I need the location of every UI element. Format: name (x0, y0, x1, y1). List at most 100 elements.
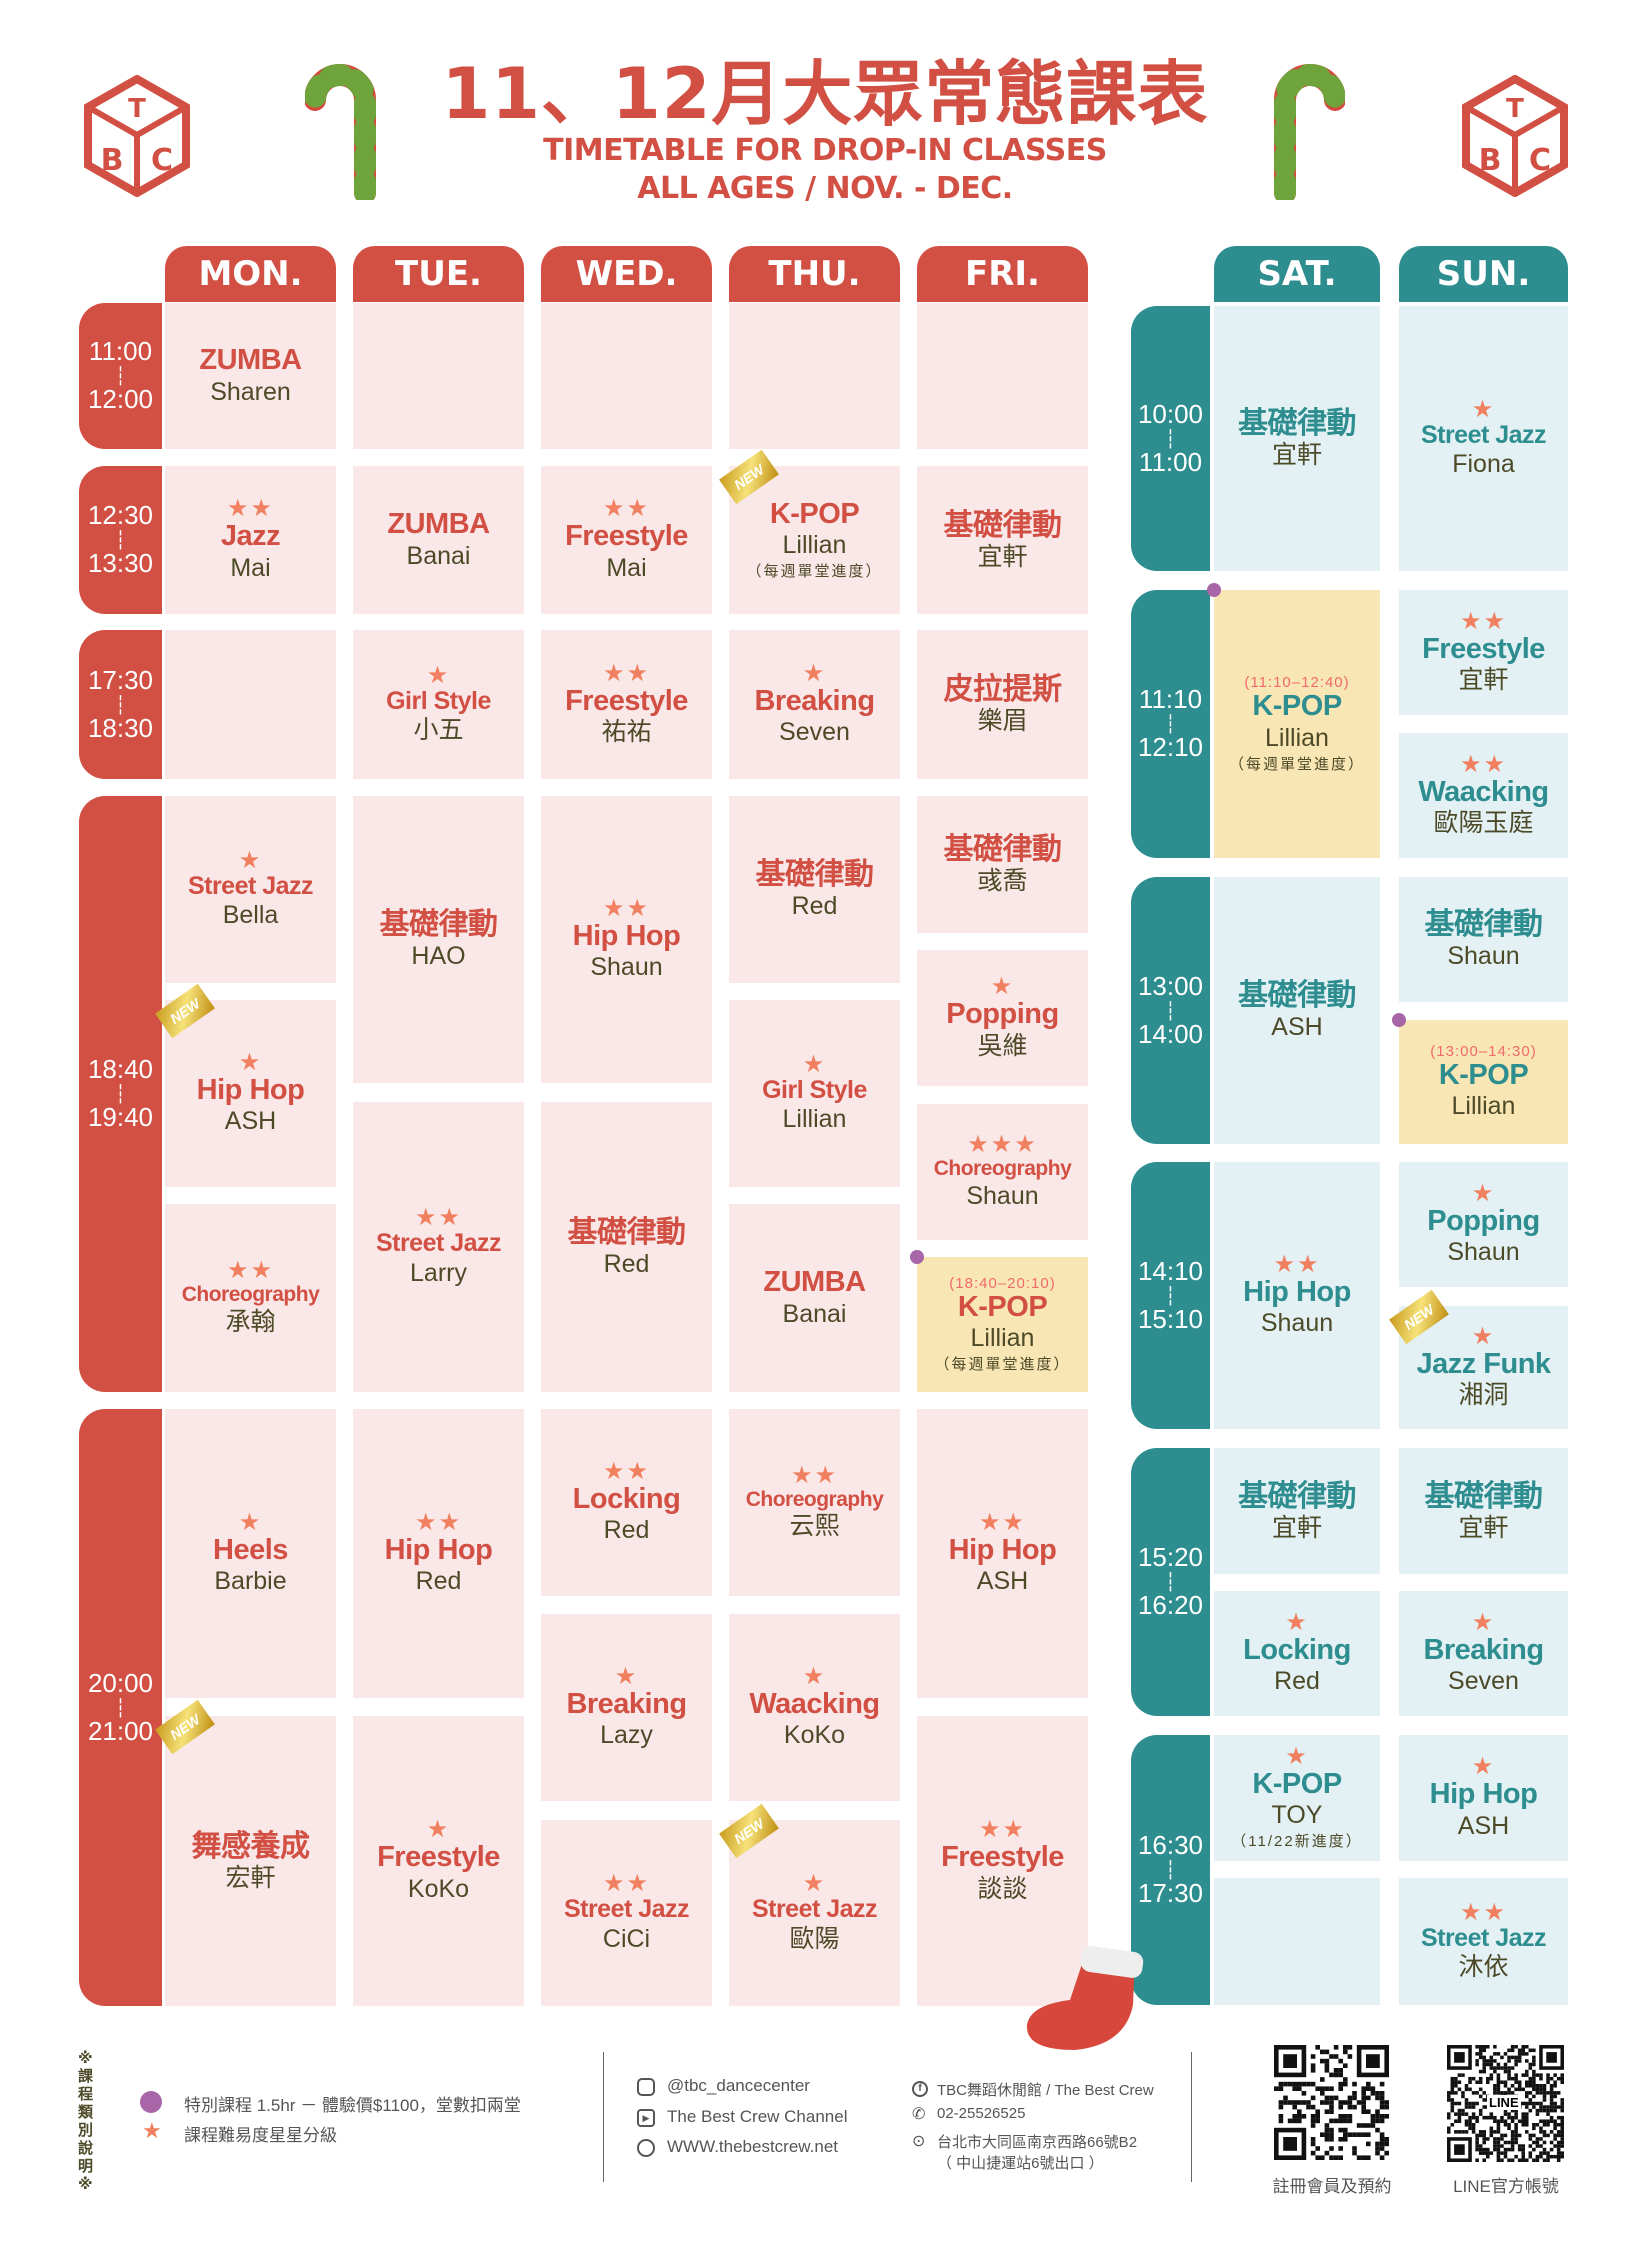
class-cell[interactable]: ★★ Hip Hop Shaun (1214, 1162, 1380, 1429)
class-teacher: Mai (606, 553, 647, 582)
class-teacher: ASH (976, 1567, 1029, 1596)
class-cell[interactable]: ★★ Freestyle 祐祐 (541, 630, 712, 779)
class-cell[interactable]: 基礎律動 宜軒 (917, 466, 1088, 614)
special-course-dot-icon (1392, 1013, 1406, 1027)
time-start: 10:00 (1137, 398, 1204, 429)
class-cell[interactable]: 基礎律動 Red (541, 1102, 712, 1392)
class-title: Locking (1243, 1633, 1351, 1666)
class-teacher: 歐陽玉庭 (1433, 809, 1534, 838)
day-header-sat: SAT. (1214, 246, 1380, 302)
class-cell[interactable]: ★ Breaking Seven (729, 630, 900, 779)
class-cell[interactable]: ZUMBA Banai (729, 1204, 900, 1392)
class-title: Heels (213, 1533, 288, 1566)
time-start: 12:30 (87, 500, 154, 531)
class-cell[interactable]: ★ Popping 吳維 (917, 950, 1088, 1086)
class-note: （每週單堂進度） (934, 1356, 1071, 1374)
empty-cell (353, 303, 524, 449)
class-cell[interactable]: ★★ Freestyle 宜軒 (1399, 590, 1568, 715)
class-cell[interactable]: ★★ Freestyle Mai (541, 466, 712, 614)
class-cell[interactable]: ★★ Hip Hop Shaun (541, 796, 712, 1083)
class-cell[interactable]: ★ Popping Shaun (1399, 1162, 1568, 1287)
class-cell[interactable]: ★★★ Choreography Shaun (917, 1104, 1088, 1240)
difficulty-stars-icon: ★★ (602, 659, 651, 687)
class-title: 皮拉提斯 (943, 673, 1063, 706)
class-cell[interactable]: ★ Street Jazz 歐陽 (729, 1820, 900, 2006)
class-cell[interactable]: ★★ Waacking 歐陽玉庭 (1399, 733, 1568, 858)
class-cell[interactable]: ★★ Freestyle 談談 (917, 1716, 1088, 2006)
class-cell[interactable]: ★ K-POP TOY （11/22新進度） (1214, 1735, 1380, 1861)
class-cell[interactable]: ★ Hip Hop ASH (1399, 1735, 1568, 1861)
class-cell[interactable]: (13:00–14:30) K-POP Lillian (1399, 1020, 1568, 1144)
difficulty-stars-icon: ★ (802, 1050, 827, 1078)
class-cell[interactable]: ★ Breaking Lazy (541, 1614, 712, 1801)
class-teacher: Shaun (1447, 942, 1520, 970)
class-cell[interactable]: ★★ Choreography 云熙 (729, 1409, 900, 1596)
class-cell[interactable]: 基礎律動 宜軒 (1399, 1448, 1568, 1574)
class-title: 基礎律動 (1238, 979, 1357, 1012)
time-start: 13:00 (1137, 970, 1204, 1001)
class-teacher: 湘洞 (1458, 1381, 1509, 1410)
member-qr-code[interactable] (1274, 2045, 1389, 2165)
difficulty-stars-icon: ★★ (1273, 1250, 1321, 1278)
class-cell[interactable]: ★ Street Jazz Fiona (1399, 306, 1568, 571)
class-title: 基礎律動 (1424, 1479, 1544, 1513)
difficulty-stars-icon: ★★ (414, 1204, 463, 1232)
class-cell[interactable]: 基礎律動 ASH (1214, 877, 1380, 1144)
special-course-dot-icon (140, 2091, 162, 2113)
class-title: Street Jazz (187, 871, 314, 900)
class-teacher: Shaun (1260, 1309, 1334, 1338)
class-note: （每週單堂進度） (746, 563, 883, 581)
address: 台北市大同區南京西路66號B2 (937, 2134, 1138, 2151)
class-title: Popping (1427, 1204, 1540, 1237)
line-qr-code[interactable]: LINE (1447, 2045, 1564, 2167)
class-cell[interactable]: ★ Hip Hop ASH (165, 1000, 336, 1187)
class-cell[interactable]: (11:10–12:40) K-POP Lillian （每週單堂進度） (1214, 590, 1380, 858)
website-link[interactable]: WWW.thebestcrew.net (667, 2137, 838, 2156)
class-cell[interactable]: ★★ Choreography 承翰 (165, 1204, 336, 1392)
class-cell[interactable]: ★★ Locking Red (541, 1409, 712, 1596)
time-start: 11:00 (88, 336, 153, 367)
class-cell[interactable]: ★ Girl Style 小五 (353, 630, 524, 779)
class-cell[interactable]: ★★ Street Jazz Larry (353, 1102, 524, 1392)
class-cell[interactable]: 皮拉提斯 樂眉 (917, 630, 1088, 779)
class-cell[interactable]: ★ Waacking KoKo (729, 1614, 900, 1801)
instagram-link[interactable]: @tbc_dancecenter (667, 2076, 810, 2095)
time-end: 15:10 (1137, 1303, 1204, 1334)
class-cell[interactable]: ★ Girl Style Lillian (729, 1000, 900, 1187)
class-cell[interactable]: ★★ Jazz Mai (165, 466, 336, 614)
svg-text:T: T (128, 94, 146, 124)
class-cell[interactable]: ★ Locking Red (1214, 1591, 1380, 1716)
time-start: 18:40 (87, 1054, 154, 1085)
class-cell[interactable]: 基礎律動 宜軒 (1214, 1448, 1380, 1574)
class-teacher: Banai (406, 541, 471, 570)
class-cell[interactable]: ★ Heels Barbie (165, 1409, 336, 1698)
class-teacher: Barbie (214, 1567, 287, 1596)
class-cell[interactable]: ★ Breaking Seven (1399, 1591, 1568, 1716)
facebook-link[interactable]: TBC舞蹈休閒館 / The Best Crew (937, 2082, 1154, 2099)
youtube-link[interactable]: The Best Crew Channel (667, 2107, 848, 2126)
class-title: Freestyle (565, 684, 688, 717)
class-cell[interactable]: ★★ Street Jazz 沐依 (1399, 1878, 1568, 2005)
class-cell[interactable]: ★ Freestyle KoKo (353, 1716, 524, 2006)
difficulty-stars-icon: ★★ (226, 1257, 275, 1285)
class-cell[interactable]: ZUMBA Sharen (165, 303, 336, 449)
time-separator: ┆ (115, 366, 126, 386)
difficulty-stars-icon: ★★ (226, 495, 275, 523)
class-cell[interactable]: ★★ Hip Hop ASH (917, 1409, 1088, 1698)
class-title: Choreography (933, 1157, 1072, 1181)
class-cell[interactable]: K-POP Lillian （每週單堂進度） (729, 466, 900, 614)
class-cell[interactable]: (18:40–20:10) K-POP Lillian （每週單堂進度） (917, 1257, 1088, 1392)
class-cell[interactable]: 基礎律動 HAO (353, 796, 524, 1083)
class-cell[interactable]: 基礎律動 彧喬 (917, 796, 1088, 933)
class-cell[interactable]: 舞感養成 宏軒 (165, 1716, 336, 2006)
class-cell[interactable]: 基礎律動 宜軒 (1214, 306, 1380, 571)
class-cell[interactable]: ★ Street Jazz Bella (165, 796, 336, 983)
legend-special: 特別課程 1.5hr － 體驗價$1100，堂數扣兩堂 (184, 2096, 521, 2115)
class-cell[interactable]: ZUMBA Banai (353, 466, 524, 614)
class-cell[interactable]: 基礎律動 Red (729, 796, 900, 983)
class-cell[interactable]: ★★ Hip Hop Red (353, 1409, 524, 1698)
class-cell[interactable]: ★★ Street Jazz CiCi (541, 1820, 712, 2006)
class-cell[interactable]: 基礎律動 Shaun (1399, 877, 1568, 1002)
difficulty-stars-icon: ★ (1471, 1753, 1496, 1781)
